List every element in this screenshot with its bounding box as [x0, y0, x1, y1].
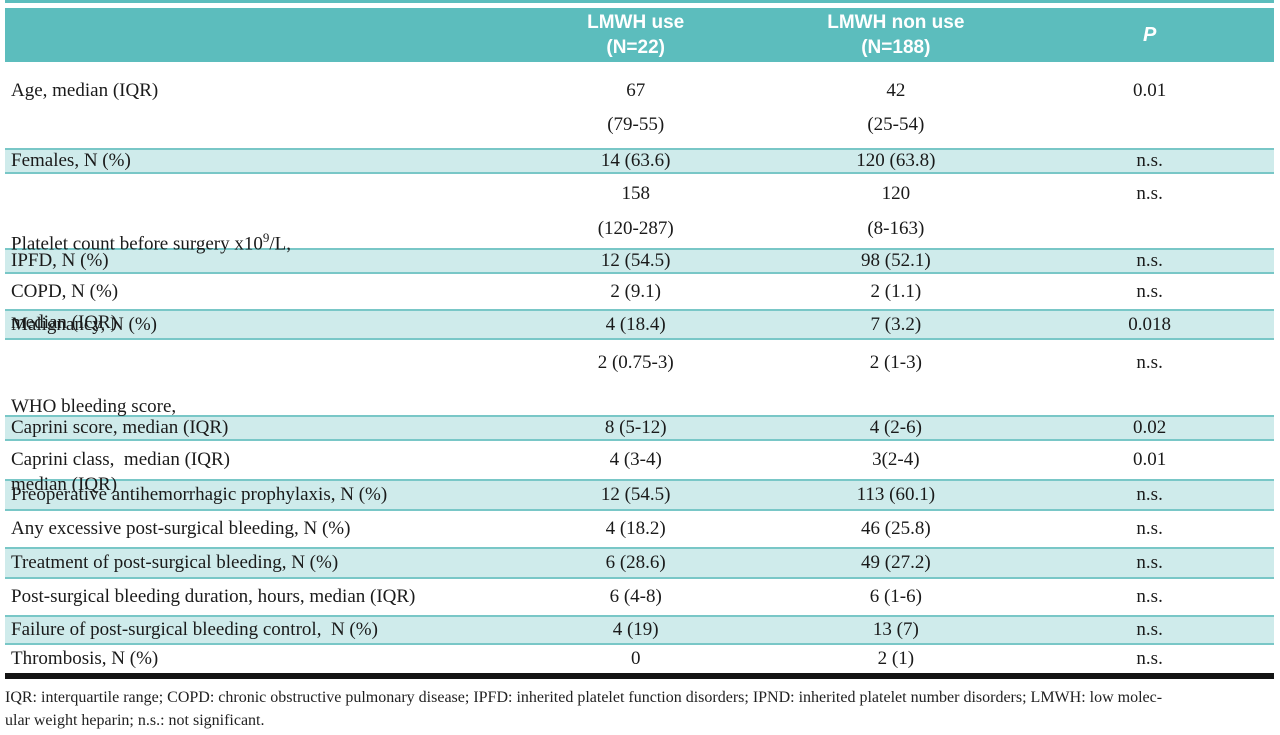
table-row-any-excessive-bleeding: Any excessive post-surgical bleeding, N …: [5, 511, 1274, 547]
table-row-malignancy: Malignancy, N (%) 4 (18.4) 7 (3.2) 0.018: [5, 309, 1274, 340]
label-line2: median (IQR): [11, 312, 118, 334]
table-row-thrombosis: Thrombosis, N (%) 0 2 (1) n.s.: [5, 645, 1274, 673]
lmwh-value: 6 (4-8): [609, 586, 662, 607]
p-value: n.s.: [1136, 518, 1163, 539]
lmwh-value: 12 (54.5): [600, 484, 671, 505]
p-value: n.s.: [1136, 352, 1163, 373]
table-row-females: Females, N (%) 14 (63.6) 120 (63.8) n.s.: [5, 148, 1274, 174]
table-row-treatment-bleeding: Treatment of post-surgical bleeding, N (…: [5, 547, 1274, 579]
footnote-line1: IQR: interquartile range; COPD: chronic …: [5, 689, 1163, 706]
row-label: WHO bleeding score, median (IQR): [11, 396, 177, 495]
row-label: Post-surgical bleeding duration, hours, …: [11, 586, 416, 607]
lmwh-value: 6 (28.6): [605, 552, 666, 573]
lmwh-value: 14 (63.6): [600, 150, 671, 171]
table-row-ipfd: IPFD, N (%) 12 (54.5) 98 (52.1) n.s.: [5, 248, 1274, 274]
p-value: 0.01: [1133, 449, 1167, 470]
table-row-failure-bleeding-control: Failure of post-surgical bleeding contro…: [5, 615, 1274, 645]
lmwh-value: 4 (18.2): [605, 518, 666, 539]
row-label: Age, median (IQR): [11, 80, 159, 101]
footnote-line2: ular weight heparin; n.s.: not significa…: [5, 712, 265, 729]
nonlmwh-value: 2 (1): [877, 648, 915, 669]
lmwh-value: 12 (54.5): [600, 250, 671, 271]
header-p-value: P: [1142, 23, 1157, 46]
row-label: Caprini score, median (IQR): [11, 417, 229, 438]
nonlmwh-value: 2 (1-3): [869, 352, 922, 373]
p-value: 0.018: [1128, 313, 1171, 335]
table-row-caprini-score: Caprini score, median (IQR) 8 (5-12) 4 (…: [5, 415, 1274, 441]
table-bottom-rule: [5, 673, 1274, 679]
row-label: Caprini class, median (IQR): [11, 449, 230, 470]
row-label: Thrombosis, N (%): [11, 648, 159, 669]
table-row-preoperative-prophylaxis: Preoperative antihemorrhagic prophylaxis…: [5, 479, 1274, 511]
table-footnote: IQR: interquartile range; COPD: chronic …: [5, 686, 1274, 732]
superscript-9: 9: [262, 230, 270, 245]
row-label: Platelet count before surgery x109/L, me…: [5, 176, 505, 384]
nonlmwh-value: 42 (25-54): [867, 80, 925, 135]
nonlmwh-value: 6 (1-6): [869, 586, 922, 607]
nonlmwh-value: 4 (2-6): [869, 417, 922, 438]
table-row-age: Age, median (IQR) 67 (79-55) 42 (25-54) …: [5, 62, 1274, 148]
row-label: Preoperative antihemorrhagic prophylaxis…: [11, 484, 388, 505]
p-value: n.s.: [1136, 484, 1163, 505]
lmwh-value: 2 (9.1): [610, 280, 662, 302]
label-text: /L,: [269, 233, 291, 255]
lmwh-value: 67 (79-55): [607, 80, 665, 135]
p-value: n.s.: [1136, 619, 1163, 640]
header-lmwh-nonuse-n: (N=188): [861, 37, 931, 58]
label-text: Platelet count before surgery x10: [11, 233, 263, 255]
table-row-caprini-class: Caprini class, median (IQR) 4 (3-4) 3(2-…: [5, 441, 1274, 479]
table-row-platelet-count: Platelet count before surgery x109/L, me…: [5, 174, 1274, 333]
p-value: 0.01: [1133, 80, 1167, 101]
lmwh-value: 4 (3-4): [609, 449, 662, 470]
row-label: COPD, N (%): [11, 280, 119, 302]
p-value: n.s.: [1136, 183, 1163, 204]
nonlmwh-value: 2 (1.1): [870, 280, 922, 302]
row-label: Treatment of post-surgical bleeding, N (…: [11, 552, 339, 573]
p-value: n.s.: [1136, 250, 1163, 271]
p-value: n.s.: [1136, 648, 1163, 669]
header-lmwh-use-label: LMWH use: [587, 12, 685, 33]
nonlmwh-value: 7 (3.2): [870, 313, 922, 335]
row-label: Failure of post-surgical bleeding contro…: [11, 619, 378, 640]
nonlmwh-value: 13 (7): [872, 619, 919, 640]
row-label: Malignancy, N (%): [11, 313, 157, 335]
row-label: Any excessive post-surgical bleeding, N …: [11, 518, 351, 539]
header-lmwh-use-n: (N=22): [606, 37, 665, 58]
table-row-bleeding-duration: Post-surgical bleeding duration, hours, …: [5, 579, 1274, 615]
row-label: Females, N (%): [11, 150, 131, 171]
nonlmwh-value: 113 (60.1): [856, 484, 936, 505]
p-value: 0.02: [1133, 417, 1167, 438]
table-row-who-bleeding-score: WHO bleeding score, median (IQR) 2 (0.75…: [5, 340, 1274, 495]
table-top-rule: [5, 0, 1274, 3]
p-value: n.s.: [1136, 586, 1163, 607]
header-lmwh-nonuse-label: LMWH non use: [827, 12, 965, 33]
nonlmwh-value: 46 (25.8): [861, 518, 931, 539]
lmwh-value: 2 (0.75-3): [597, 352, 674, 373]
nonlmwh-value: 49 (27.2): [861, 552, 931, 573]
nonlmwh-value: 3(2-4): [872, 449, 920, 470]
p-value: n.s.: [1136, 280, 1163, 302]
nonlmwh-value: 98 (52.1): [861, 250, 931, 271]
comparison-table: LMWH use (N=22) LMWH non use (N=188) P A…: [5, 0, 1274, 679]
lmwh-value: 4 (19): [612, 619, 659, 640]
header-lmwh-nonuse: LMWH non use (N=188): [766, 10, 1025, 60]
header-lmwh-use: LMWH use (N=22): [505, 10, 766, 60]
lmwh-value: 8 (5-12): [604, 417, 667, 438]
table-row-copd: COPD, N (%) 2 (9.1) 2 (1.1) n.s.: [5, 274, 1274, 309]
row-label: IPFD, N (%): [11, 250, 109, 271]
p-value: n.s.: [1136, 150, 1163, 171]
lmwh-value: 158 (120-287): [597, 183, 674, 239]
p-value: n.s.: [1136, 552, 1163, 573]
nonlmwh-value: 120 (8-163): [867, 183, 925, 239]
nonlmwh-value: 120 (63.8): [856, 150, 936, 171]
table-header-row: LMWH use (N=22) LMWH non use (N=188) P: [5, 8, 1274, 62]
lmwh-value: 0: [630, 648, 641, 669]
lmwh-value: 4 (18.4): [605, 313, 666, 335]
